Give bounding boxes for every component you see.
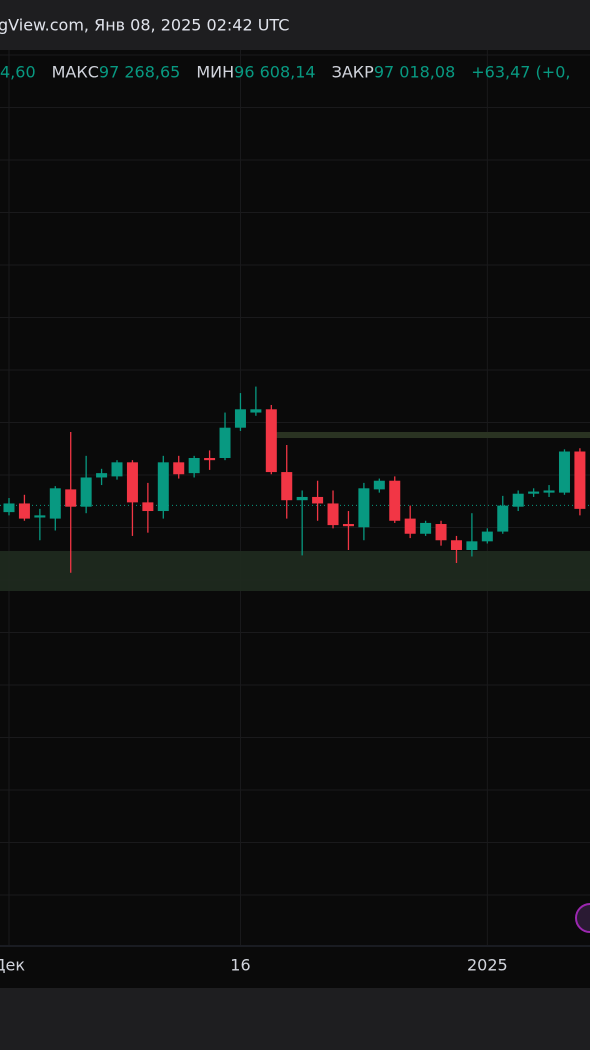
x-tick-label: Дек xyxy=(0,956,25,975)
candle-body xyxy=(543,490,555,493)
ohlc-value: 97 268,65 xyxy=(99,63,180,82)
candle-body xyxy=(49,488,61,519)
candle-body xyxy=(3,503,15,513)
candle-body xyxy=(389,480,401,521)
candle-body xyxy=(528,491,540,494)
candle-body xyxy=(296,496,308,501)
grid xyxy=(0,50,590,945)
candle-body xyxy=(574,451,586,509)
candle-body xyxy=(342,524,354,527)
candle-body xyxy=(281,472,293,501)
candle-body xyxy=(404,518,416,534)
candle-body xyxy=(34,515,46,518)
ohlc-label: ЗАКР xyxy=(332,63,375,82)
candle-body xyxy=(466,541,478,550)
candle-body xyxy=(142,502,154,512)
candle-body xyxy=(481,531,493,542)
candle-body xyxy=(157,462,169,512)
candle-body xyxy=(558,451,570,493)
ohlc-label: МИН xyxy=(196,63,234,82)
candle-body xyxy=(96,473,108,478)
x-tick-label: 16 xyxy=(230,956,250,975)
ohlc-value: 4,60 xyxy=(0,63,36,82)
plot xyxy=(0,386,590,573)
candle-body xyxy=(358,488,370,528)
header-bar xyxy=(0,0,590,50)
candle-body xyxy=(250,409,262,413)
ohlc-label: МАКС xyxy=(52,63,99,82)
zone-line xyxy=(275,432,590,438)
candle-body xyxy=(111,462,123,477)
ohlc-value: +63,47 (+0, xyxy=(471,63,570,82)
candle-body xyxy=(512,493,524,507)
zone-band xyxy=(0,551,590,591)
candle-body xyxy=(219,427,231,458)
candle-body xyxy=(497,505,509,532)
candle-body xyxy=(373,480,385,490)
candle-body xyxy=(204,457,216,461)
candle-body xyxy=(450,540,462,550)
candle-body xyxy=(18,503,30,519)
x-tick-label: 2025 xyxy=(467,956,508,975)
candle-body xyxy=(265,409,277,473)
icon-button[interactable] xyxy=(575,903,590,933)
header-title: gView.com, Янв 08, 2025 02:42 UTC xyxy=(0,16,289,35)
ohlc-legend: 4,60 МАКС 97 268,65 МИН 96 608,14 ЗАКР 97 018,… xyxy=(0,63,570,82)
candle-body xyxy=(234,409,246,428)
candle-body xyxy=(312,496,324,504)
candle-body xyxy=(435,524,447,541)
candle-body xyxy=(173,462,185,475)
candle-body xyxy=(327,503,339,526)
candle-body xyxy=(80,477,92,507)
ohlc-value: 96 608,14 xyxy=(234,63,315,82)
candle-body xyxy=(65,489,77,507)
candle-body xyxy=(126,462,138,503)
candle-body xyxy=(188,457,200,474)
ohlc-value: 97 018,08 xyxy=(374,63,455,82)
footer-bar xyxy=(0,988,590,1050)
candle-body xyxy=(420,522,432,534)
